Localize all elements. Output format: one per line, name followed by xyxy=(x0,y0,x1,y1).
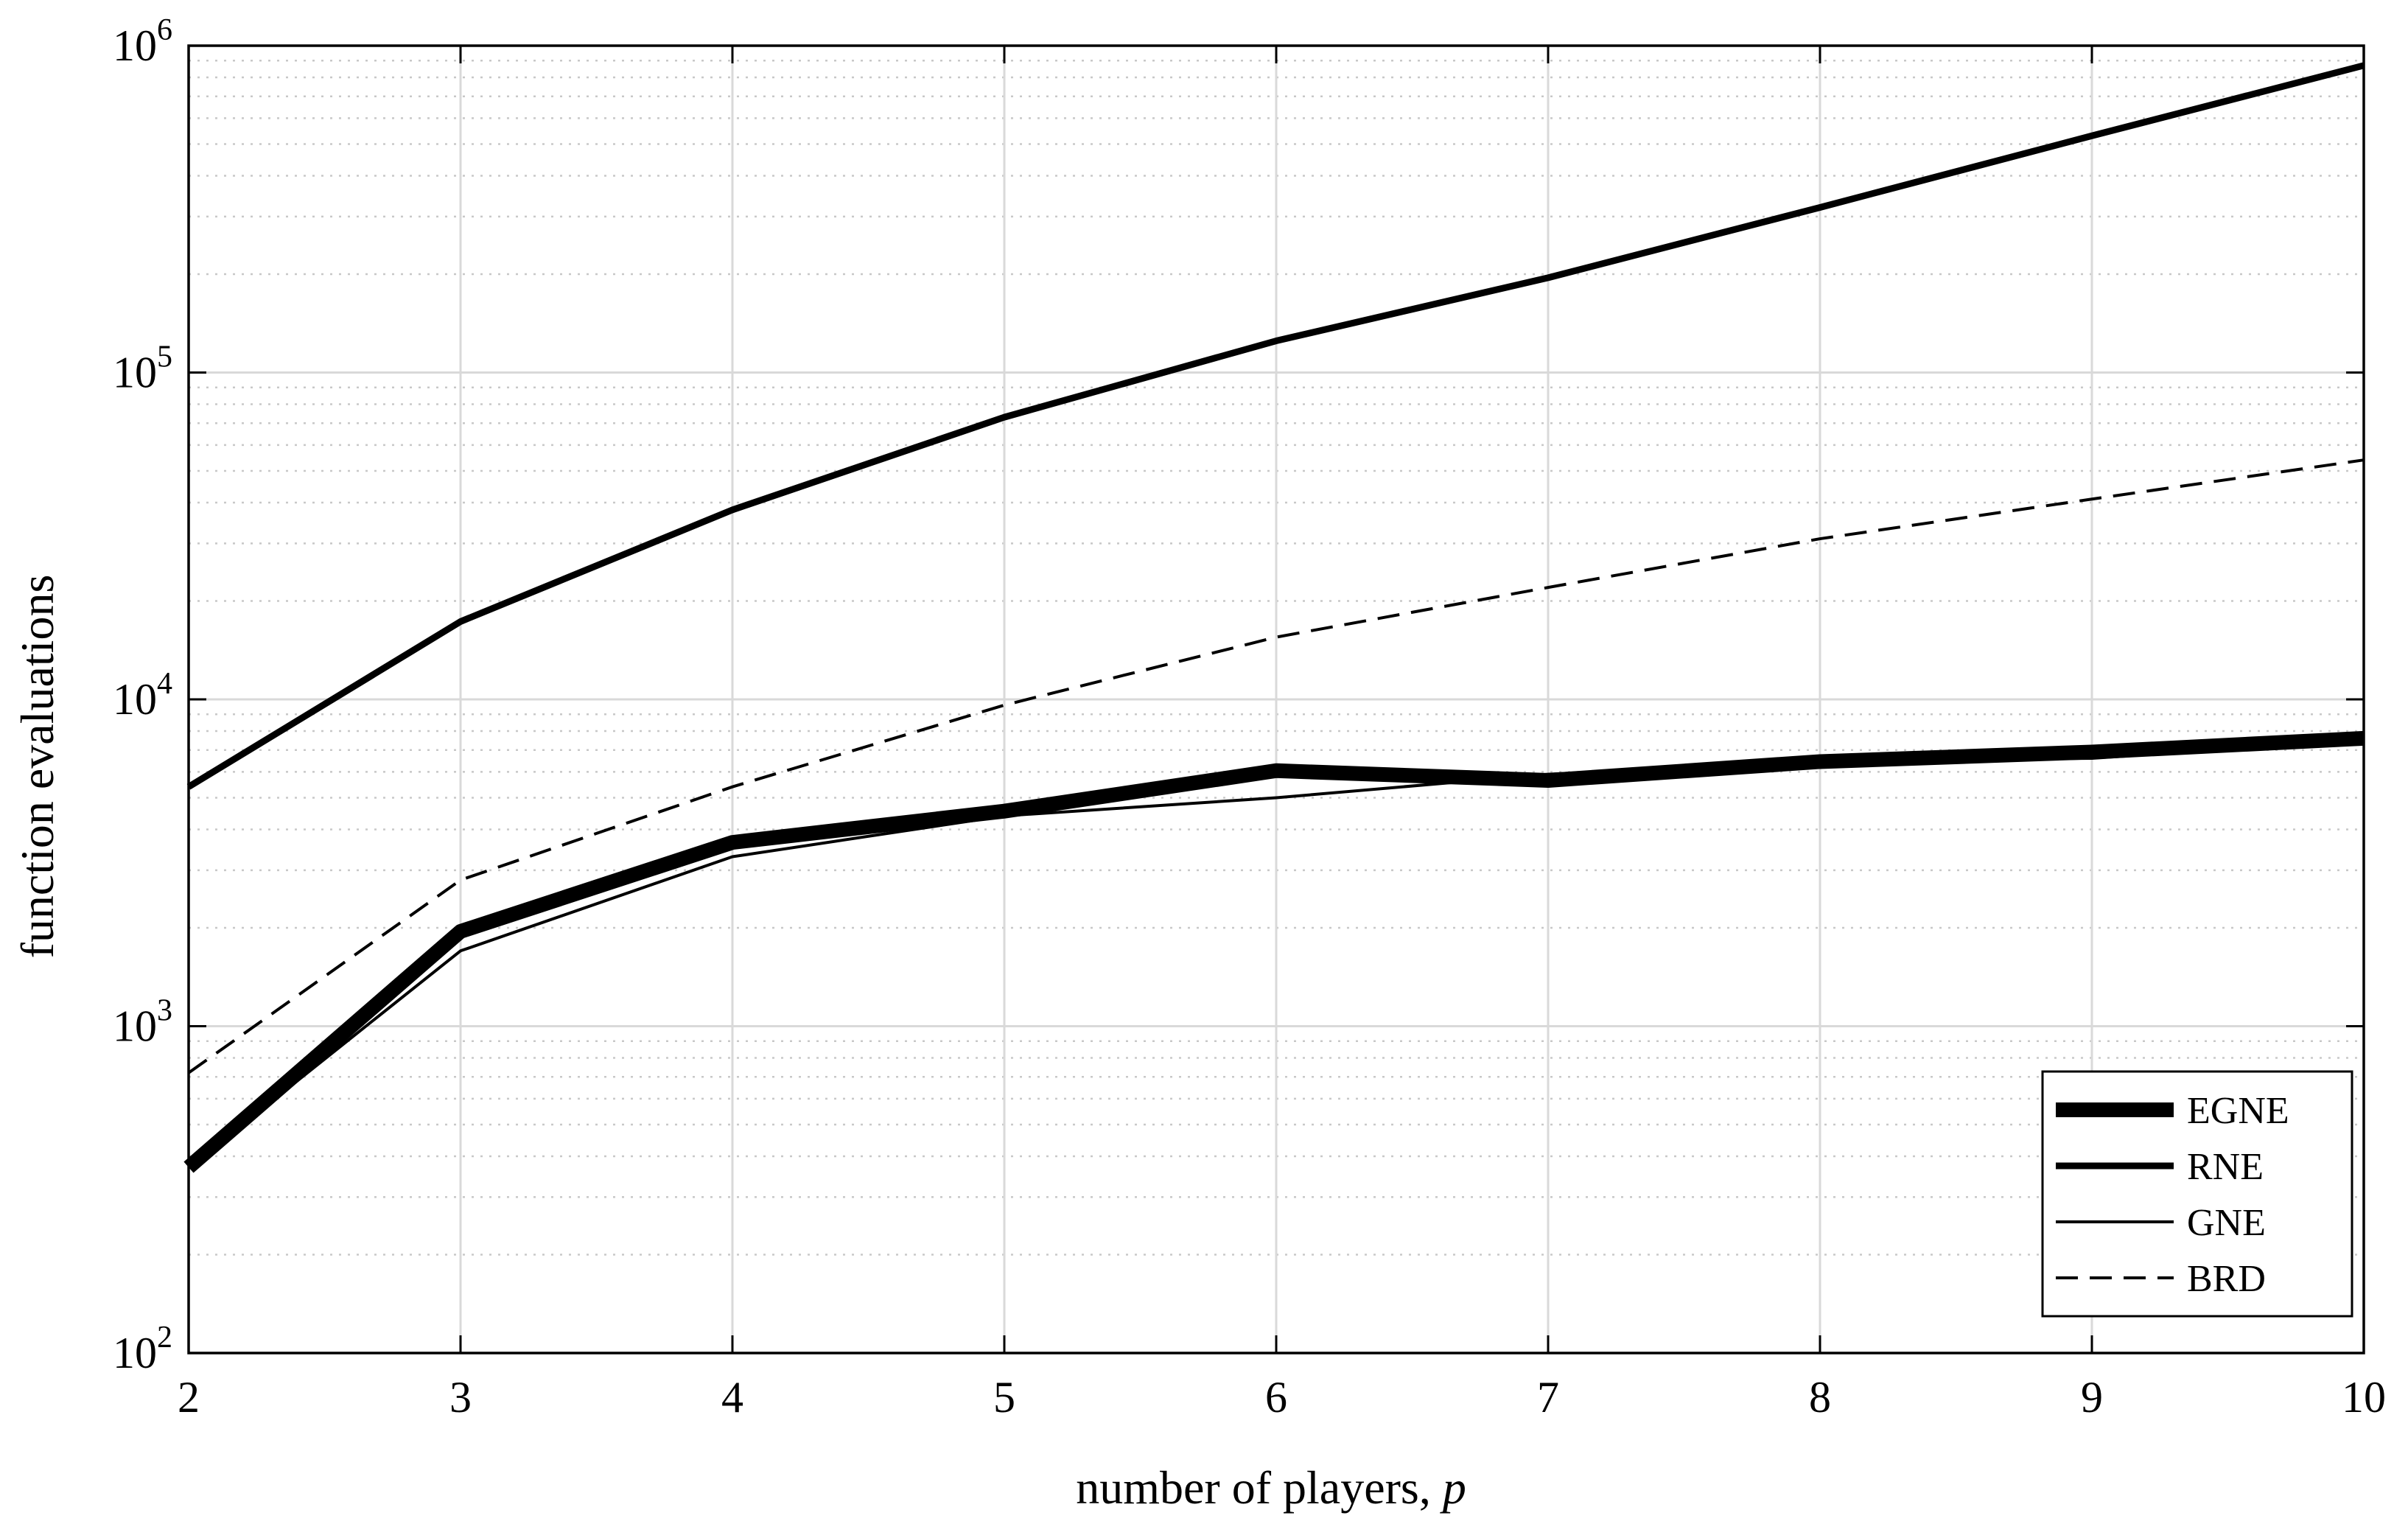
legend: EGNE RNE GNE BRD xyxy=(2041,1070,2353,1318)
legend-label-brd: BRD xyxy=(2187,1258,2266,1300)
x-tick-label: 3 xyxy=(449,1373,472,1422)
y-tick-label: 105 xyxy=(113,340,172,397)
series-line-rne xyxy=(186,62,2365,790)
series-line-egne xyxy=(183,730,2365,1173)
y-tick-label: 104 xyxy=(113,667,172,724)
tick-labels: 2 3 4 5 6 7 8 9 10 102 103 104 105 106 xyxy=(113,13,2386,1422)
x-tick-label: 6 xyxy=(1265,1373,1287,1422)
y-tick-label: 103 xyxy=(113,994,172,1051)
x-tick-label: 2 xyxy=(178,1373,200,1422)
y-tick-label: 102 xyxy=(113,1321,172,1377)
series-lines xyxy=(183,62,2365,1173)
legend-label-gne: GNE xyxy=(2187,1202,2266,1244)
x-tick-label: 8 xyxy=(1809,1373,1831,1422)
legend-label-rne: RNE xyxy=(2187,1146,2264,1188)
y-axis-title: function evaluations xyxy=(11,575,63,959)
x-tick-label: 5 xyxy=(993,1373,1015,1422)
axes xyxy=(187,44,2365,1355)
x-tick-label: 10 xyxy=(2342,1373,2386,1422)
legend-label-egne: EGNE xyxy=(2187,1090,2289,1132)
x-axis-title: number of players, p xyxy=(1076,1461,1466,1514)
x-tick-label: 7 xyxy=(1537,1373,1559,1422)
grid xyxy=(187,44,2365,1355)
x-tick-label: 4 xyxy=(721,1373,743,1422)
y-tick-label: 106 xyxy=(113,13,172,70)
x-tick-label: 9 xyxy=(2081,1373,2103,1422)
